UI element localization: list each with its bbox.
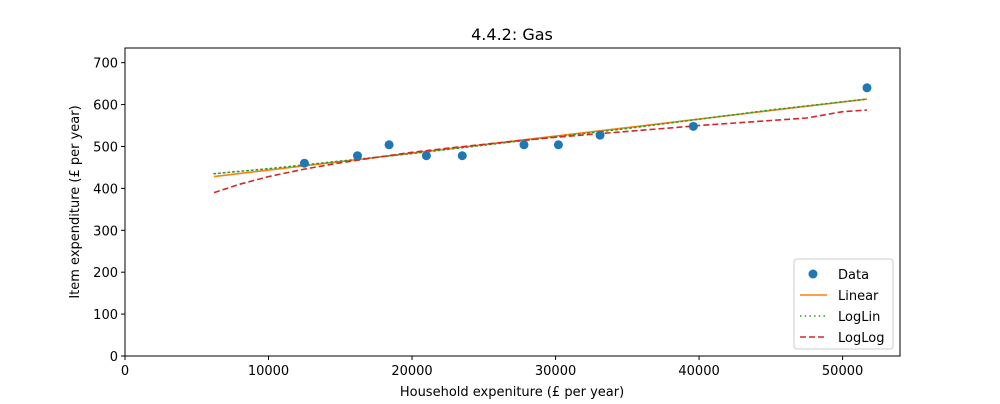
y-tick-label: 500 bbox=[93, 140, 118, 155]
legend-label-data: Data bbox=[838, 268, 869, 283]
x-axis-label: Household expeniture (£ per year) bbox=[400, 385, 624, 400]
x-tick-label: 50000 bbox=[822, 364, 863, 379]
plot-frame bbox=[124, 47, 901, 357]
y-tick-label: 700 bbox=[93, 57, 118, 72]
legend-label-linear: Linear bbox=[838, 289, 879, 304]
data-point bbox=[457, 151, 467, 161]
series-layer bbox=[213, 83, 872, 194]
legend-marker-data bbox=[808, 269, 818, 279]
chart-title: 4.4.2: Gas bbox=[471, 25, 553, 44]
data-point bbox=[862, 83, 872, 93]
y-tick-label: 0 bbox=[110, 350, 118, 365]
y-tick-label: 400 bbox=[93, 182, 118, 197]
series-line-loglin bbox=[213, 98, 868, 175]
data-point bbox=[384, 140, 394, 150]
series-line-loglog bbox=[213, 109, 868, 194]
legend-box bbox=[793, 258, 894, 350]
x-tick-label: 30000 bbox=[535, 364, 576, 379]
legend-label-loglin: LogLin bbox=[838, 310, 880, 325]
x-tick-label: 10000 bbox=[248, 364, 289, 379]
y-tick-label: 300 bbox=[93, 224, 118, 239]
y-tick-label: 600 bbox=[93, 99, 118, 114]
axes-layer: 0 10000 20000 30000 40000 50000 0 100 200 300 400 5… bbox=[93, 47, 901, 379]
legend-label-loglog: LogLog bbox=[838, 331, 884, 346]
legend: Data Linear LogLin LogLog bbox=[793, 258, 894, 350]
x-tick-label: 20000 bbox=[391, 364, 432, 379]
x-tick-label: 40000 bbox=[678, 364, 719, 379]
data-point bbox=[299, 158, 309, 168]
data-point bbox=[688, 121, 698, 131]
series-line-linear bbox=[213, 98, 868, 178]
y-axis-label: Item expenditure (£ per year) bbox=[68, 105, 83, 298]
data-point bbox=[553, 140, 563, 150]
y-tick-label: 100 bbox=[93, 308, 118, 323]
data-point bbox=[421, 151, 431, 161]
data-point bbox=[353, 151, 362, 161]
data-point bbox=[519, 140, 529, 150]
x-tick-label: 0 bbox=[121, 364, 129, 379]
data-point bbox=[595, 130, 605, 140]
y-tick-label: 200 bbox=[93, 266, 118, 281]
